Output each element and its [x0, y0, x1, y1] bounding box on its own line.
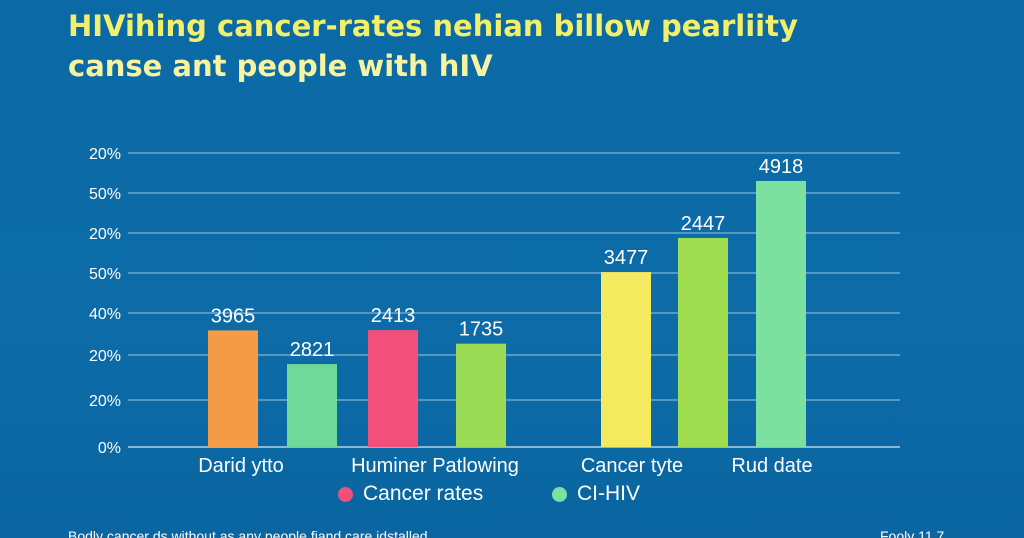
y-tick-label: 0% [98, 440, 121, 457]
y-tick-label: 20% [89, 393, 121, 410]
x-category-label: Rud date [731, 455, 812, 477]
title-line-1: HIVihing cancer-rates nehian billow pear… [68, 9, 798, 43]
y-tick-label: 20% [89, 226, 121, 243]
legend: Cancer rates CI-HIV [0, 482, 1024, 510]
x-category-label: Cancer tyte [581, 455, 683, 477]
y-tick-label: 50% [89, 266, 121, 283]
y-tick-label: 20% [89, 348, 121, 365]
bar [601, 272, 651, 447]
chart-title: HIVihing cancer-rates nehian billow pear… [68, 6, 798, 86]
y-tick-label: 40% [89, 306, 121, 323]
bar-value-label: 4918 [759, 156, 804, 178]
bar-value-label: 2413 [371, 305, 416, 327]
legend-swatch-ci-hiv [552, 486, 567, 502]
bar-value-label: 2821 [290, 339, 335, 361]
bar [756, 180, 806, 447]
legend-label-ci-hiv: CI-HIV [577, 482, 640, 505]
y-tick-label: 20% [89, 146, 121, 163]
bar [456, 343, 506, 447]
x-category-label: Huminer Patlowing [351, 455, 519, 477]
x-category-label: Darid ytto [198, 455, 284, 477]
bar [678, 237, 728, 447]
legend-swatch-cancer-rates [338, 486, 353, 502]
bar-value-label: 1735 [459, 319, 504, 341]
legend-label-cancer-rates: Cancer rates [363, 482, 484, 505]
bar [208, 330, 258, 447]
y-tick-label: 50% [89, 186, 121, 203]
footer-note: Bodly cancer ds without as any people fi… [68, 528, 428, 538]
bar [287, 364, 337, 447]
bar [368, 330, 418, 447]
footer-source: Fooly 11.7 [880, 528, 945, 538]
title-line-2: canse ant people with hIV [68, 49, 493, 83]
bar-value-label: 2447 [681, 213, 726, 235]
legend-item-cancer-rates: Cancer rates [338, 482, 483, 506]
legend-item-ci-hiv: CI-HIV [552, 482, 640, 506]
bar-value-label: 3965 [211, 305, 256, 327]
bar-value-label: 3477 [604, 247, 649, 269]
